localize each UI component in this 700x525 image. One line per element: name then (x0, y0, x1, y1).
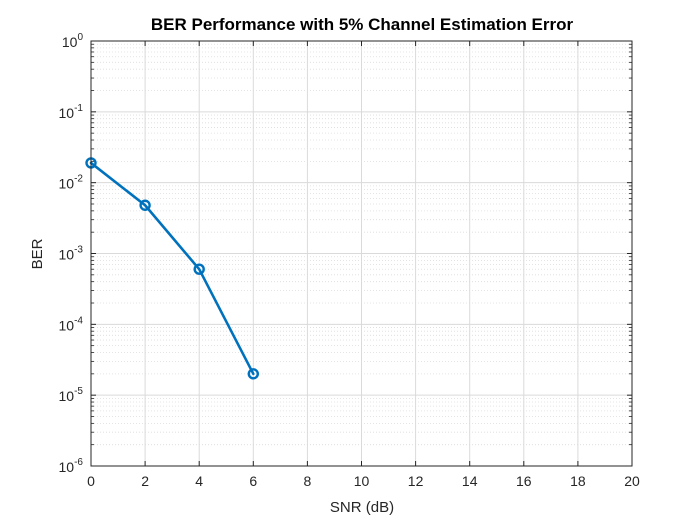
y-axis-label: BER (29, 238, 46, 269)
tick-label-x: 20 (624, 473, 640, 489)
tick-label-x: 0 (87, 473, 95, 489)
series-layer (85, 157, 260, 380)
tick-label-x: 4 (195, 473, 203, 489)
tick-label-y: 10-1 (59, 103, 84, 121)
data-point-marker (139, 199, 151, 211)
x-axis-label: SNR (dB) (330, 499, 394, 516)
tick-label-x: 10 (354, 473, 370, 489)
tick-label-x: 16 (516, 473, 532, 489)
tick-layer: 0 2 4 6 8 10 12 14 16 18 20 10-6 10-5 10-4 10-3 10-2 10-… (59, 32, 640, 489)
tick-label-x: 6 (249, 473, 257, 489)
tick-label-x: 12 (408, 473, 424, 489)
series-line (89, 161, 255, 376)
tick-label-y: 10-6 (59, 457, 84, 475)
tick-label-x: 8 (304, 473, 312, 489)
tick-label-x: 14 (462, 473, 478, 489)
grid-layer (90, 40, 633, 467)
tick-label-x: 2 (141, 473, 149, 489)
data-point-marker (193, 263, 205, 275)
data-point-marker (247, 368, 260, 380)
tick-label-y: 10-2 (59, 174, 84, 192)
tick-label-x: 18 (570, 473, 586, 489)
tick-label-y: 10-4 (59, 315, 84, 333)
tick-label-y: 10-5 (59, 386, 84, 404)
chart-title: BER Performance with 5% Channel Estimati… (151, 15, 574, 34)
tick-label-y: 10-3 (59, 245, 84, 263)
tick-label-y: 100 (62, 32, 84, 50)
